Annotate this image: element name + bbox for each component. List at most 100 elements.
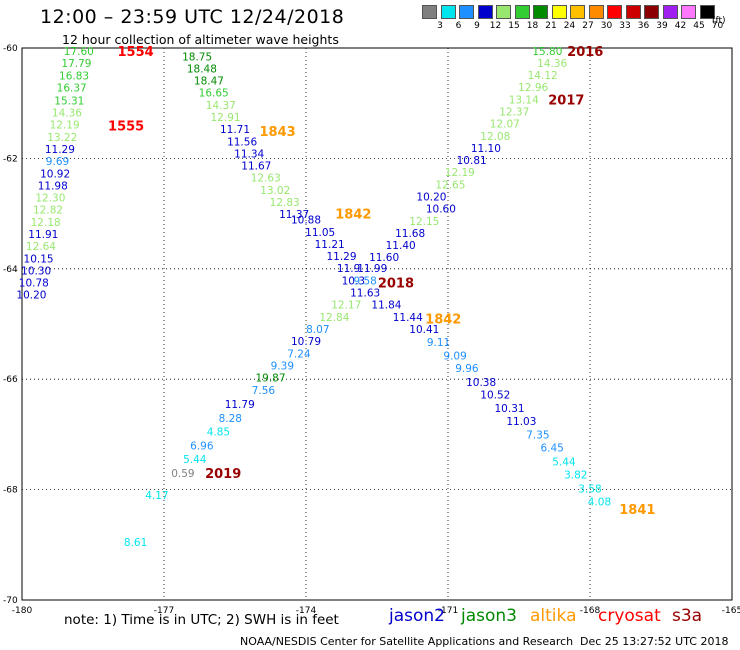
wave-height-value: 11.03 [506,416,536,428]
legend-label: 42 [674,21,687,31]
wave-height-value: 10.38 [466,377,496,389]
wave-height-value: 12.17 [331,300,361,312]
legend-swatch [459,5,474,19]
legend-swatch [496,5,511,19]
pass-time-label: 1555 [108,119,144,134]
wave-height-value: 12.19 [50,120,80,132]
wave-height-value: 4.17 [145,490,168,502]
pass-time-label: 1554 [118,45,154,60]
wave-height-value: 6.96 [190,440,214,452]
wave-height-value: 0.59 [171,468,194,480]
wave-height-value: 15.80 [532,46,562,58]
legend-unit: (ft) [712,16,726,26]
wave-height-value: 11.63 [350,288,380,300]
wave-height-value: 12.63 [251,173,281,185]
pass-time-label: 2019 [205,467,241,482]
wave-height-value: 12.84 [319,312,349,324]
wave-height-value: 11.67 [241,161,271,173]
pass-time-label: 1841 [619,503,655,518]
wave-height-value: 13.02 [260,185,290,197]
wave-height-value: 19.87 [255,373,285,385]
wave-height-value: 11.79 [225,399,255,411]
wave-height-value: 6.45 [540,443,563,455]
wave-height-value: 14.36 [52,108,82,120]
wave-height-value: 11.44 [393,312,423,324]
legend-label: 15 [508,21,520,31]
legend-label: 33 [619,21,631,31]
wave-height-value: 12.82 [33,205,63,217]
wave-height-value: 17.79 [61,58,91,70]
wave-height-value: 10.20 [16,290,46,302]
wave-height-value: 11.34 [234,148,264,160]
wave-height-value: 18.48 [187,63,217,75]
legend-swatch [607,5,622,19]
wave-height-value: 9.09 [443,350,466,362]
pass-time-label: 1842 [335,208,371,223]
wave-height-value: 16.65 [199,88,229,100]
legend-swatch [662,5,678,19]
legend-label: 18 [526,21,539,31]
wave-height-value: 11.21 [315,239,345,251]
wave-height-value: 10.81 [457,155,487,167]
wave-height-value: 3.82 [564,470,587,482]
wave-height-value: 11.68 [395,228,425,240]
wave-height-value: 5.44 [183,454,207,466]
lat-tick-label: -62 [3,154,18,164]
note-text: note: 1) Time is in UTC; 2) SWH is in fe… [64,612,339,628]
wave-height-value: 11.10 [471,143,501,155]
wave-height-value: 10.78 [19,278,49,290]
legend-swatch [514,5,530,19]
wave-height-value: 11.05 [305,227,335,239]
legend-swatch [588,5,604,19]
pass-time-label: 2017 [548,93,584,108]
wave-height-value: 16.37 [57,83,87,95]
wave-height-value: 8.28 [219,413,242,425]
wave-height-value: 7.56 [252,385,276,397]
wave-height-value: 9.11 [427,337,450,349]
wave-height-value: 4.85 [207,427,230,439]
lat-tick-label: -68 [3,486,18,496]
lon-tick-label: -165 [722,606,740,616]
wave-height-value: 14.12 [528,70,558,82]
wave-height-value: 11.29 [45,144,75,156]
wave-height-value: 10.79 [291,336,321,348]
lat-tick-label: -66 [3,375,18,385]
legend-label: 24 [563,21,576,31]
wave-height-value: 8.61 [124,537,147,549]
wave-height-value: 14.37 [206,100,236,112]
page-title: 12:00 – 23:59 UTC 12/24/2018 [40,6,345,28]
legend-label: 30 [600,21,613,31]
legend-swatch [533,5,548,19]
legend-label: 9 [474,21,480,31]
wave-height-value: 11.9 [337,263,360,275]
wave-height-value: 10.31 [495,403,525,415]
wave-height-value: 12.83 [270,197,300,209]
map-frame [21,47,733,601]
pass-time-label: 2016 [567,45,603,60]
satellite-s3a: s3a [672,606,703,626]
wave-height-value: 11.99 [357,263,387,275]
wave-height-value: 5.44 [552,456,576,468]
wave-height-value: 10.52 [480,390,510,402]
legend-label: 3 [437,21,443,31]
wave-height-value: 17.60 [64,46,94,58]
wave-height-value: 9.39 [271,360,294,372]
legend-label: 45 [693,21,705,31]
wave-height-value: 11.84 [371,300,401,312]
wave-height-value: 12.19 [445,167,475,179]
wave-height-value: 11.60 [369,252,399,264]
wave-height-value: 11.29 [326,251,356,263]
wave-height-value: 12.37 [499,106,529,118]
legend-swatch [644,5,659,19]
wave-height-value: 10.88 [291,215,321,227]
legend-label: 70 [711,21,724,31]
credit-text: NOAA/NESDIS Center for Satellite Applica… [240,635,574,648]
legend-label: 27 [582,21,594,31]
wave-height-value: 9.69 [46,156,69,168]
lon-tick-label: -168 [580,606,601,616]
wave-height-value: 9.58 [353,275,376,287]
wave-height-value: 11.98 [38,180,68,192]
wave-height-value: 14.36 [537,58,567,70]
wave-height-value: 10.3 [342,275,365,287]
